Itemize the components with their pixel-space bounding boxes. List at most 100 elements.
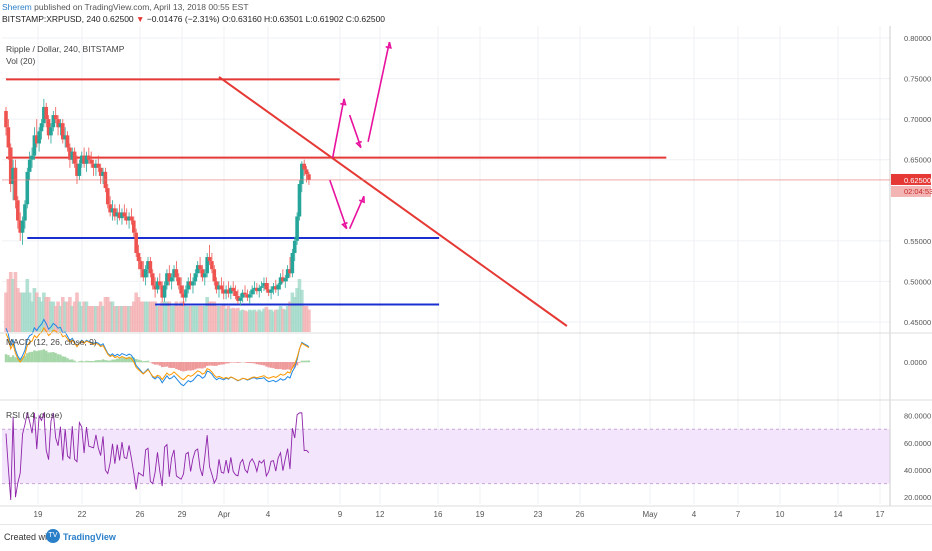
macd-histogram-bar (170, 362, 172, 368)
candle-body (293, 241, 297, 253)
candle-body (220, 285, 224, 289)
time-tick-label: 4 (266, 510, 271, 519)
macd-histogram-bar (38, 350, 40, 362)
macd-histogram-bar (104, 360, 106, 362)
macd-histogram-bar (308, 361, 310, 363)
legend-volume: Vol (20) (6, 56, 35, 66)
candle-body (250, 289, 254, 294)
macd-histogram-bar (251, 362, 253, 363)
macd-histogram-bar (121, 358, 123, 363)
macd-histogram-bar (194, 362, 196, 369)
macd-histogram-bar (102, 359, 104, 362)
time-tick-label: May (642, 510, 657, 519)
volume-bar (307, 310, 311, 332)
candle-body (203, 273, 207, 277)
macd-histogram-bar (36, 351, 38, 362)
price-tick-label: 0.80000 (904, 34, 931, 43)
macd-histogram-bar (12, 355, 14, 362)
author-link[interactable]: Sherem (2, 2, 32, 12)
candle-body (276, 285, 280, 290)
candle-body (307, 174, 311, 180)
candle-body (40, 123, 44, 131)
candle-body (208, 257, 212, 261)
published-text: published on TradingView.com, April 13, … (34, 2, 248, 12)
macd-histogram-bar (111, 360, 113, 363)
macd-histogram-bar (206, 362, 208, 366)
candle-body (170, 277, 174, 281)
macd-histogram-bar (279, 362, 281, 369)
price-tick-label: 0.55000 (904, 237, 931, 246)
macd-histogram-bar (286, 362, 288, 369)
time-tick-label: 12 (376, 510, 385, 519)
macd-histogram-bar (211, 362, 213, 366)
macd-histogram-bar (73, 361, 75, 363)
macd-histogram-bar (43, 349, 45, 362)
candle-body (44, 107, 48, 119)
price-tick-label: 0.75000 (904, 75, 931, 84)
macd-histogram-bar (237, 362, 239, 363)
macd-histogram-bar (284, 362, 286, 370)
symbol-price: BITSTAMP:XRPUSD, 240 0.62500 (2, 14, 134, 24)
macd-histogram-bar (234, 362, 236, 363)
macd-histogram-bar (249, 362, 251, 363)
candle-body (49, 127, 53, 135)
candle-body (21, 221, 25, 233)
down-arrow-icon: ▼ (136, 14, 144, 24)
macd-histogram-bar (168, 362, 170, 368)
time-tick-label: 14 (834, 510, 843, 519)
candle-body (106, 188, 110, 204)
candle-body (87, 156, 91, 160)
macd-histogram-bar (26, 353, 28, 362)
macd-histogram-bar (208, 362, 210, 366)
candle-body (30, 156, 34, 160)
candle-body (73, 152, 77, 164)
macd-histogram-bar (45, 351, 47, 363)
macd-histogram-bar (109, 360, 111, 362)
candle-body (239, 298, 243, 301)
macd-tick-label: 0.0000 (904, 358, 927, 367)
legend-macd: MACD (12, 26, close, 9) (6, 337, 97, 347)
countdown-label: 02:04:53 (904, 187, 932, 196)
macd-histogram-bar (59, 355, 61, 363)
time-tick-label: 4 (692, 510, 697, 519)
macd-histogram-bar (282, 362, 284, 370)
macd-histogram-bar (161, 362, 163, 367)
macd-histogram-bar (260, 362, 262, 365)
macd-histogram-bar (185, 362, 187, 371)
candle-body (139, 261, 143, 269)
macd-histogram-bar (182, 362, 184, 371)
price-tick-label: 0.50000 (904, 277, 931, 286)
macd-histogram-bar (92, 361, 94, 362)
candle-body (89, 160, 93, 164)
macd-histogram-bar (28, 352, 30, 362)
macd-histogram-bar (201, 362, 203, 369)
candle-body (158, 281, 162, 285)
price-tick-label: 0.45000 (904, 318, 931, 327)
macd-histogram-bar (303, 361, 305, 363)
candle-body (23, 204, 27, 220)
chart-canvas[interactable]: 0.800000.750000.700000.650000.550000.500… (0, 26, 932, 524)
macd-histogram-bar (7, 355, 9, 362)
candle-body (257, 288, 261, 291)
candle-body (210, 261, 214, 269)
candle-body (269, 289, 273, 292)
time-tick-label: 17 (876, 510, 885, 519)
macd-histogram-bar (199, 362, 201, 368)
tradingview-brand[interactable]: TradingView (63, 532, 116, 542)
macd-histogram-bar (268, 362, 270, 367)
legend-rsi: RSI (14, close) (6, 410, 62, 420)
macd-histogram-bar (57, 354, 59, 362)
macd-histogram-bar (220, 362, 222, 365)
macd-histogram-bar (180, 362, 182, 371)
time-tick-label: 26 (576, 510, 585, 519)
time-tick-label: Apr (218, 510, 231, 519)
candle-body (291, 253, 295, 273)
candle-body (234, 291, 238, 296)
macd-histogram-bar (230, 362, 232, 363)
time-tick-label: 19 (34, 510, 43, 519)
macd-histogram-bar (50, 352, 52, 362)
macd-histogram-bar (166, 362, 168, 367)
macd-histogram-bar (66, 358, 68, 362)
macd-histogram-bar (99, 360, 101, 362)
candle-body (97, 164, 101, 168)
